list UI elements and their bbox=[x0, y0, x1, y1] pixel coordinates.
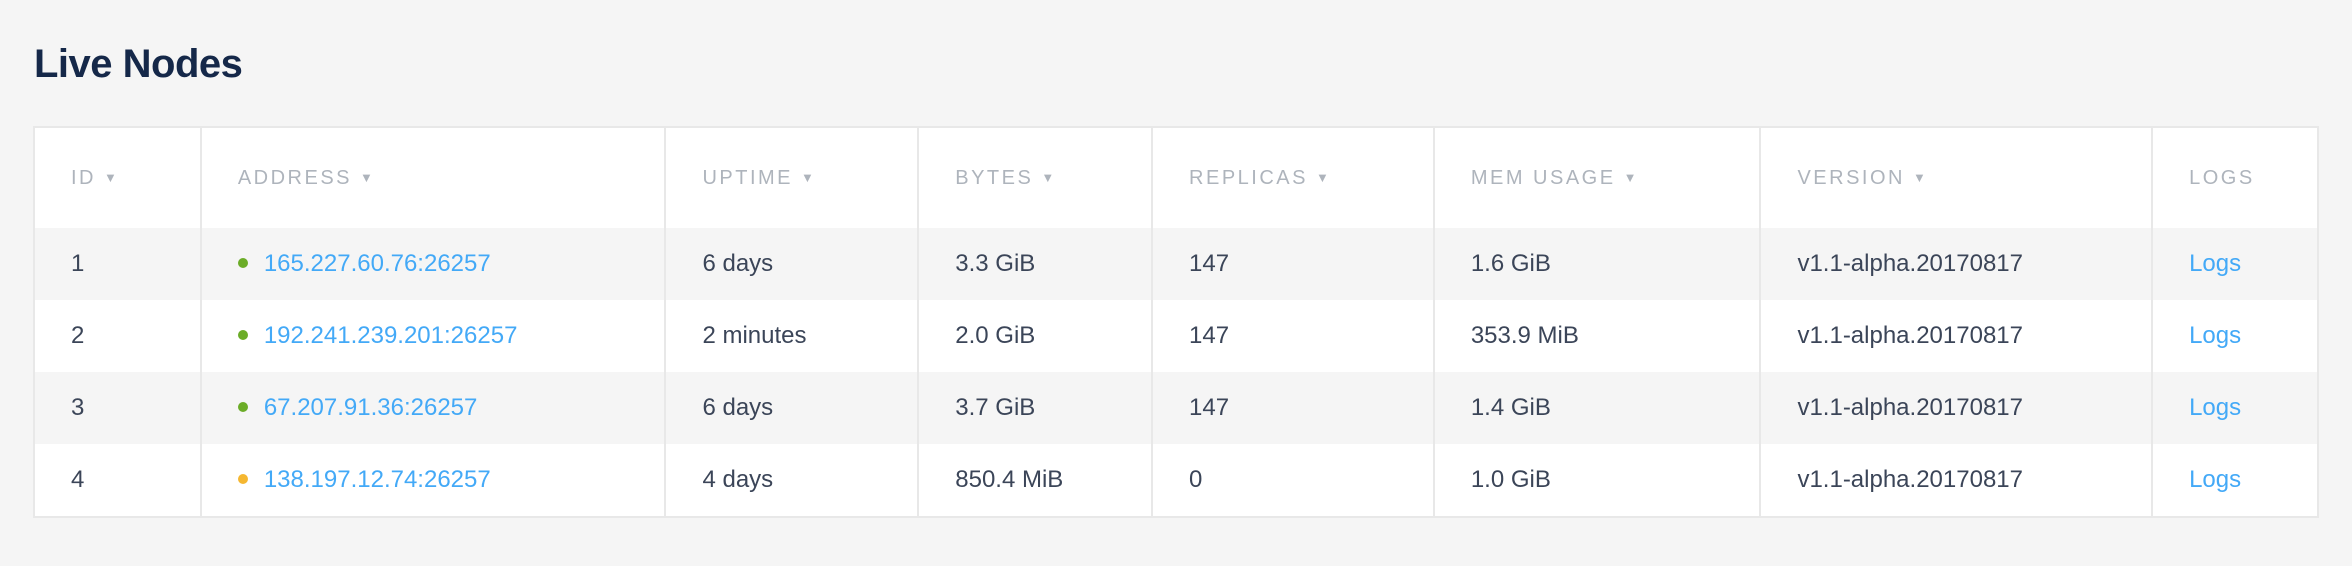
version-cell: v1.1-alpha.20170817 bbox=[1759, 228, 2153, 300]
bytes: 850.4 MiB bbox=[955, 466, 1064, 493]
column-label: BYTES bbox=[955, 166, 1034, 189]
address-cell: 192.241.239.201:26257 bbox=[199, 300, 666, 372]
table-body: 1 165.227.60.76:26257 6 days 3.3 GiB 147 1.6 … bbox=[33, 228, 2318, 517]
version: v1.1-alpha.20170817 bbox=[1797, 394, 2023, 421]
mem-usage-cell: 1.4 GiB bbox=[1432, 372, 1761, 444]
uptime-cell: 6 days bbox=[664, 228, 919, 300]
status-dot-icon bbox=[237, 402, 248, 412]
nodes-table: ID ▼ ADDRESS ▼ UPTIME ▼ BYTES ▼ REPLICAS ▼ MEM USA… bbox=[33, 126, 2319, 518]
column-label: ADDRESS bbox=[237, 166, 353, 189]
bytes: 2.0 GiB bbox=[955, 322, 1036, 349]
column-header-version[interactable]: VERSION ▼ bbox=[1759, 127, 2153, 228]
logs-cell: Logs bbox=[2151, 300, 2318, 372]
logs-link[interactable]: Logs bbox=[2189, 394, 2242, 421]
replicas: 147 bbox=[1189, 250, 1230, 277]
column-label: REPLICAS bbox=[1189, 166, 1308, 189]
table-row: 4 138.197.12.74:26257 4 days 850.4 MiB 0 1.0 … bbox=[33, 444, 2318, 517]
address-link[interactable]: 192.241.239.201:26257 bbox=[263, 322, 518, 349]
sort-arrow-icon[interactable]: ▼ bbox=[1041, 169, 1055, 185]
address-cell: 138.197.12.74:26257 bbox=[199, 444, 666, 517]
node-id: 3 bbox=[71, 394, 85, 421]
logs-cell: Logs bbox=[2151, 372, 2318, 444]
replicas: 0 bbox=[1189, 466, 1203, 493]
address-link[interactable]: 138.197.12.74:26257 bbox=[263, 466, 491, 493]
node-id: 1 bbox=[71, 250, 85, 277]
bytes-cell: 2.0 GiB bbox=[917, 300, 1153, 372]
bytes-cell: 3.3 GiB bbox=[917, 228, 1153, 300]
column-header-bytes[interactable]: BYTES ▼ bbox=[917, 127, 1153, 228]
bytes: 3.3 GiB bbox=[955, 250, 1036, 277]
logs-link[interactable]: Logs bbox=[2189, 250, 2242, 277]
column-label: UPTIME bbox=[702, 166, 794, 189]
table-header-row: ID ▼ ADDRESS ▼ UPTIME ▼ BYTES ▼ REPLICAS ▼ MEM USA… bbox=[33, 127, 2318, 228]
bytes: 3.7 GiB bbox=[955, 394, 1036, 421]
mem-usage: 1.6 GiB bbox=[1470, 250, 1551, 277]
bytes-cell: 3.7 GiB bbox=[917, 372, 1153, 444]
table-row: 3 67.207.91.36:26257 6 days 3.7 GiB 147 1.4 G… bbox=[33, 372, 2318, 444]
mem-usage: 1.4 GiB bbox=[1470, 394, 1551, 421]
node-id: 4 bbox=[71, 466, 85, 493]
logs-link[interactable]: Logs bbox=[2189, 466, 2242, 493]
sort-arrow-icon[interactable]: ▼ bbox=[1912, 169, 1926, 185]
uptime-cell: 2 minutes bbox=[664, 300, 919, 372]
column-header-address[interactable]: ADDRESS ▼ bbox=[199, 127, 666, 228]
uptime: 4 days bbox=[702, 466, 774, 493]
column-label: LOGS bbox=[2189, 166, 2255, 189]
uptime-cell: 4 days bbox=[664, 444, 919, 517]
logs-cell: Logs bbox=[2151, 228, 2318, 300]
mem-usage: 353.9 MiB bbox=[1470, 322, 1579, 349]
uptime: 6 days bbox=[702, 394, 774, 421]
uptime: 6 days bbox=[702, 250, 774, 277]
status-dot-icon bbox=[237, 330, 248, 340]
node-id-cell: 4 bbox=[33, 444, 201, 517]
uptime-cell: 6 days bbox=[664, 372, 919, 444]
status-dot-icon bbox=[237, 258, 248, 268]
replicas: 147 bbox=[1189, 394, 1230, 421]
column-header-logs: LOGS bbox=[2151, 127, 2318, 228]
logs-cell: Logs bbox=[2151, 444, 2318, 517]
sort-arrow-icon[interactable]: ▼ bbox=[801, 169, 814, 185]
version-cell: v1.1-alpha.20170817 bbox=[1759, 444, 2153, 517]
replicas: 147 bbox=[1189, 322, 1230, 349]
version-cell: v1.1-alpha.20170817 bbox=[1759, 300, 2153, 372]
table-row: 2 192.241.239.201:26257 2 minutes 2.0 GiB 14… bbox=[33, 300, 2318, 372]
node-id-cell: 1 bbox=[33, 228, 201, 300]
sort-arrow-icon[interactable]: ▼ bbox=[1623, 169, 1637, 185]
page-title: Live Nodes bbox=[34, 42, 243, 86]
version: v1.1-alpha.20170817 bbox=[1797, 322, 2023, 349]
node-id: 2 bbox=[71, 322, 85, 349]
replicas-cell: 147 bbox=[1151, 300, 1434, 372]
replicas-cell: 147 bbox=[1151, 228, 1434, 300]
replicas-cell: 147 bbox=[1151, 372, 1434, 444]
column-header-replicas[interactable]: REPLICAS ▼ bbox=[1151, 127, 1434, 228]
version: v1.1-alpha.20170817 bbox=[1797, 250, 2023, 277]
sort-arrow-icon[interactable]: ▼ bbox=[1315, 169, 1329, 185]
status-dot-icon bbox=[237, 474, 248, 484]
mem-usage: 1.0 GiB bbox=[1470, 466, 1551, 493]
logs-link[interactable]: Logs bbox=[2189, 322, 2242, 349]
uptime: 2 minutes bbox=[702, 322, 807, 349]
bytes-cell: 850.4 MiB bbox=[917, 444, 1153, 517]
column-header-id[interactable]: ID ▼ bbox=[33, 127, 201, 228]
column-label: VERSION bbox=[1797, 166, 1905, 189]
sort-arrow-icon[interactable]: ▼ bbox=[360, 169, 373, 185]
replicas-cell: 0 bbox=[1151, 444, 1434, 517]
column-label: ID bbox=[71, 166, 96, 189]
address-link[interactable]: 67.207.91.36:26257 bbox=[263, 394, 478, 421]
column-label: MEM USAGE bbox=[1470, 166, 1616, 189]
mem-usage-cell: 1.6 GiB bbox=[1432, 228, 1761, 300]
version: v1.1-alpha.20170817 bbox=[1797, 466, 2023, 493]
version-cell: v1.1-alpha.20170817 bbox=[1759, 372, 2153, 444]
column-header-mem-usage[interactable]: MEM USAGE ▼ bbox=[1432, 127, 1761, 228]
column-header-uptime[interactable]: UPTIME ▼ bbox=[664, 127, 919, 228]
address-link[interactable]: 165.227.60.76:26257 bbox=[263, 250, 491, 277]
mem-usage-cell: 353.9 MiB bbox=[1432, 300, 1761, 372]
sort-arrow-icon[interactable]: ▼ bbox=[104, 169, 117, 185]
address-cell: 67.207.91.36:26257 bbox=[199, 372, 666, 444]
node-id-cell: 2 bbox=[33, 300, 201, 372]
table-row: 1 165.227.60.76:26257 6 days 3.3 GiB 147 1.6 … bbox=[33, 228, 2318, 300]
address-cell: 165.227.60.76:26257 bbox=[199, 228, 666, 300]
mem-usage-cell: 1.0 GiB bbox=[1432, 444, 1761, 517]
node-id-cell: 3 bbox=[33, 372, 201, 444]
